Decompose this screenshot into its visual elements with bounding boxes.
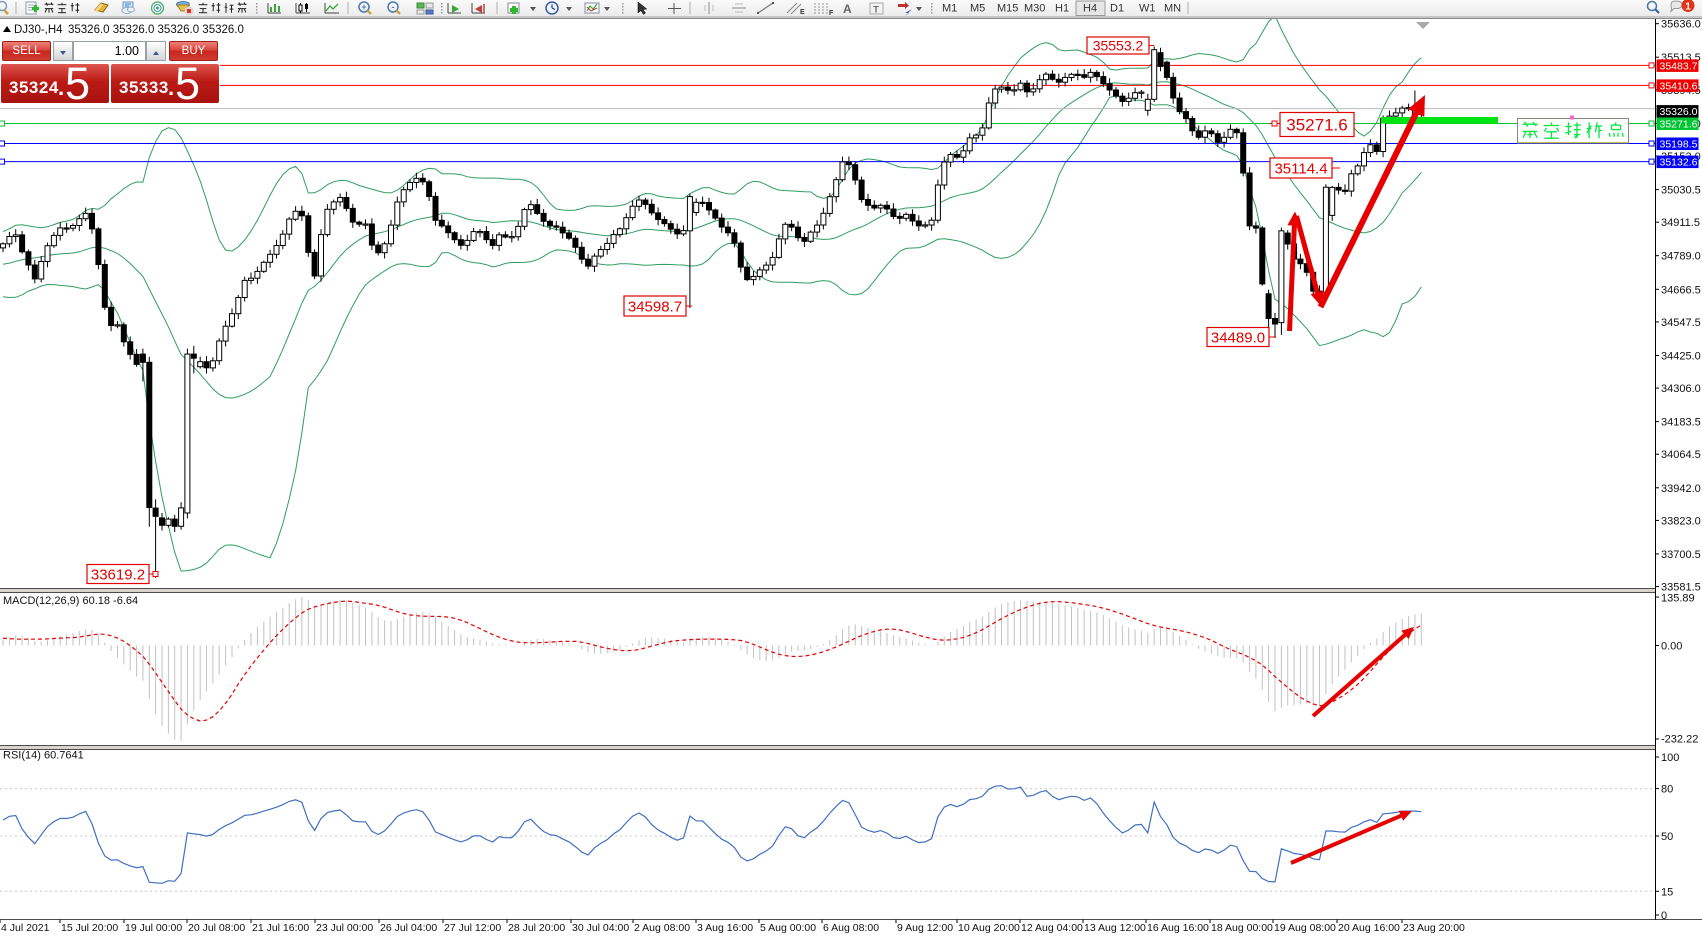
- svg-text:33942.0: 33942.0: [1661, 483, 1701, 495]
- svg-text:33700.5: 33700.5: [1661, 549, 1701, 561]
- svg-text:2 Aug 08:00: 2 Aug 08:00: [634, 922, 690, 934]
- svg-text:4 Jul 2021: 4 Jul 2021: [1, 922, 50, 934]
- svg-text:33581.5: 33581.5: [1661, 582, 1701, 594]
- svg-text:M5: M5: [970, 3, 985, 15]
- svg-text:19 Aug 08:00: 19 Aug 08:00: [1274, 922, 1336, 934]
- svg-text:-232.22: -232.22: [1661, 734, 1698, 746]
- svg-text:D1: D1: [1110, 3, 1124, 15]
- svg-text:M1: M1: [942, 3, 957, 15]
- svg-text:19 Jul 00:00: 19 Jul 00:00: [125, 922, 182, 934]
- svg-text:-: -: [392, 2, 395, 12]
- svg-text:F: F: [829, 10, 834, 17]
- svg-text:0: 0: [1661, 910, 1667, 922]
- svg-text:A: A: [843, 2, 852, 16]
- svg-text:34911.5: 34911.5: [1661, 217, 1700, 229]
- svg-text:34425.0: 34425.0: [1661, 351, 1701, 363]
- svg-text:35271.6: 35271.6: [1286, 116, 1347, 135]
- svg-text:18 Aug 00:00: 18 Aug 00:00: [1211, 922, 1273, 934]
- svg-text:H4: H4: [1083, 3, 1097, 15]
- svg-text:35326.0 35326.0 35326.0 35326.: 35326.0 35326.0 35326.0 35326.0: [68, 24, 244, 36]
- svg-text:20 Jul 08:00: 20 Jul 08:00: [188, 922, 245, 934]
- svg-text:35132.6: 35132.6: [1660, 157, 1698, 169]
- svg-text:+: +: [361, 2, 366, 12]
- svg-text:30 Jul 04:00: 30 Jul 04:00: [572, 922, 629, 934]
- svg-text:34789.0: 34789.0: [1661, 251, 1701, 263]
- svg-text:34598.7: 34598.7: [628, 298, 682, 315]
- svg-text:35271.6: 35271.6: [1660, 119, 1698, 131]
- svg-text:9 Aug 12:00: 9 Aug 12:00: [897, 922, 953, 934]
- svg-text:35030.5: 35030.5: [1661, 185, 1701, 197]
- svg-text:26 Jul 04:00: 26 Jul 04:00: [380, 922, 437, 934]
- svg-text:34666.5: 34666.5: [1661, 284, 1701, 296]
- svg-text:35410.6: 35410.6: [1660, 80, 1698, 92]
- svg-text:0.00: 0.00: [1661, 641, 1682, 653]
- svg-text:34183.5: 34183.5: [1661, 417, 1701, 429]
- svg-text:3 Aug 16:00: 3 Aug 16:00: [697, 922, 753, 934]
- svg-text:5 Aug 00:00: 5 Aug 00:00: [760, 922, 816, 934]
- svg-text:80: 80: [1661, 784, 1673, 796]
- svg-text:35114.4: 35114.4: [1274, 160, 1327, 177]
- svg-text:RSI(14) 60.7641: RSI(14) 60.7641: [3, 750, 84, 762]
- svg-text:12 Aug 04:00: 12 Aug 04:00: [1021, 922, 1083, 934]
- svg-text:T: T: [873, 5, 879, 15]
- svg-text:MACD(12,26,9) 60.18 -6.64: MACD(12,26,9) 60.18 -6.64: [3, 595, 138, 607]
- svg-text:23 Aug 20:00: 23 Aug 20:00: [1403, 922, 1465, 934]
- svg-text:34064.5: 34064.5: [1661, 449, 1701, 461]
- svg-text:34489.0: 34489.0: [1211, 329, 1265, 346]
- svg-text:34547.5: 34547.5: [1661, 317, 1701, 329]
- svg-text:35553.2: 35553.2: [1093, 38, 1144, 54]
- svg-text:DJ30-,H4: DJ30-,H4: [14, 24, 63, 36]
- svg-text:33619.2: 33619.2: [91, 566, 145, 583]
- svg-text:M15: M15: [997, 3, 1018, 15]
- svg-text:135.89: 135.89: [1661, 593, 1695, 605]
- svg-text:10 Aug 20:00: 10 Aug 20:00: [958, 922, 1020, 934]
- svg-text:1: 1: [1685, 2, 1691, 13]
- svg-text:E: E: [800, 9, 805, 16]
- svg-text:15 Jul 20:00: 15 Jul 20:00: [61, 922, 118, 934]
- svg-text:6 Aug 08:00: 6 Aug 08:00: [823, 922, 879, 934]
- svg-text:34306.0: 34306.0: [1661, 383, 1701, 395]
- svg-text:13 Aug 12:00: 13 Aug 12:00: [1084, 922, 1146, 934]
- svg-text:100: 100: [1661, 752, 1679, 764]
- svg-text:35636.0: 35636.0: [1661, 19, 1701, 31]
- svg-text:50: 50: [1661, 831, 1673, 843]
- svg-text:35483.7: 35483.7: [1660, 60, 1698, 72]
- svg-text:15: 15: [1661, 886, 1673, 898]
- svg-text:33823.0: 33823.0: [1661, 515, 1701, 527]
- svg-text:16 Aug 16:00: 16 Aug 16:00: [1147, 922, 1209, 934]
- svg-text:28 Jul 20:00: 28 Jul 20:00: [508, 922, 565, 934]
- svg-text:27 Jul 12:00: 27 Jul 12:00: [444, 922, 501, 934]
- svg-text:MN: MN: [1164, 3, 1181, 15]
- svg-text:M30: M30: [1024, 3, 1045, 15]
- svg-text:W1: W1: [1139, 3, 1156, 15]
- svg-text:20 Aug 16:00: 20 Aug 16:00: [1338, 922, 1400, 934]
- svg-text:21 Jul 16:00: 21 Jul 16:00: [252, 922, 309, 934]
- svg-text:35198.5: 35198.5: [1660, 139, 1698, 151]
- svg-text:35326.0: 35326.0: [1660, 106, 1698, 118]
- svg-text:23 Jul 00:00: 23 Jul 00:00: [316, 922, 373, 934]
- svg-text:35513.5: 35513.5: [1661, 52, 1701, 64]
- svg-text:H1: H1: [1055, 3, 1069, 15]
